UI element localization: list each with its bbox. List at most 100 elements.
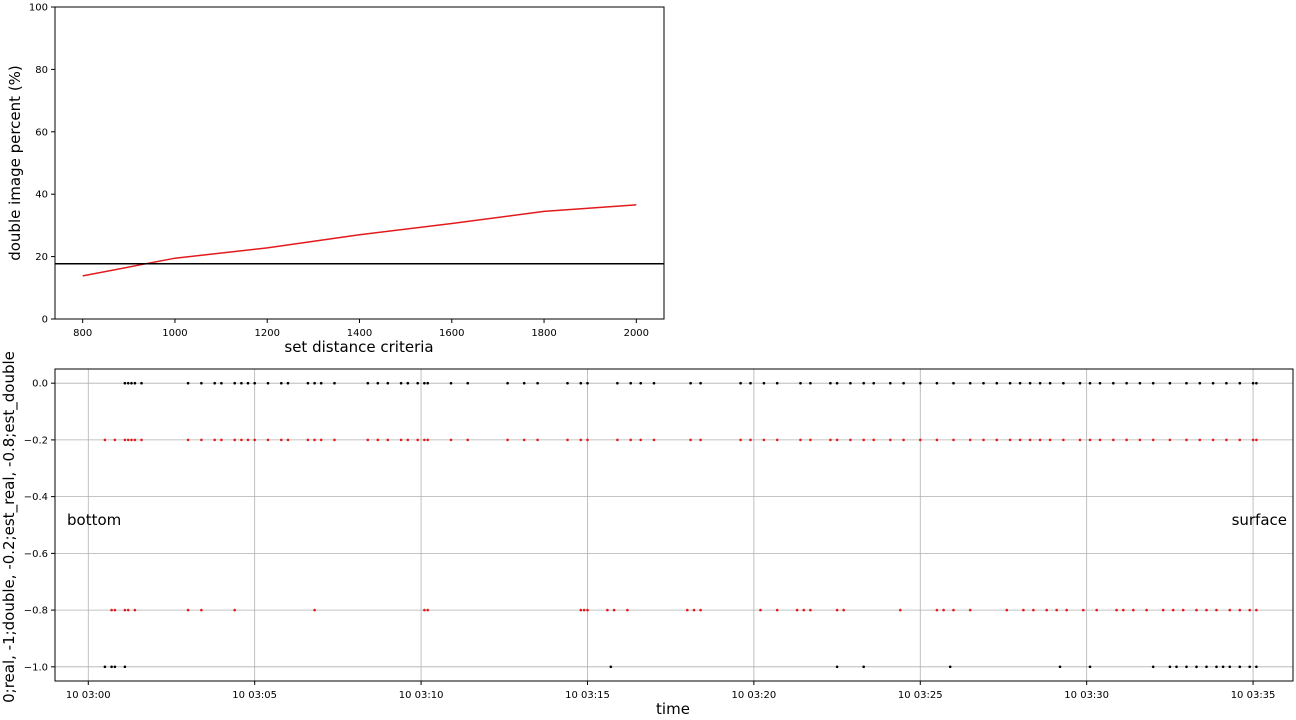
bottom-scatter-point [579,381,583,385]
bottom-scatter-point [306,381,310,385]
bottom-scatter-point [935,608,939,612]
bottom-scatter-point [1062,381,1065,385]
bottom-scatter-point [1251,381,1255,385]
bottom-scatter-point [306,438,310,442]
bottom-x-tick-label: 10 03:20 [732,690,777,701]
bottom-scatter-point [213,438,216,442]
bottom-scatter-point [1215,665,1218,669]
bottom-scatter-point [652,381,656,385]
bottom-scatter-point [835,665,839,669]
bottom-scatter-point [423,608,426,612]
bottom-scatter-point [286,381,290,385]
bottom-scatter-point [739,381,742,385]
bottom-y-tick-label: −0.8 [24,606,48,617]
bottom-scatter-point [130,438,133,442]
bottom-y-tick-label: −0.6 [24,549,48,560]
bottom-scatter-point [1098,438,1102,442]
bottom-scatter-point [586,608,589,612]
bottom-scatter-point [1238,438,1242,442]
bottom-scatter-point [1198,381,1202,385]
bottom-x-ticks: 10 03:00 10 03:05 10 03:10 10 03:15 10 03:20… [66,681,1275,701]
bottom-scatter-point [942,608,945,612]
bottom-scatter-point [775,608,779,612]
bottom-scatter-point [366,438,370,442]
bottom-scatter-point [952,608,955,612]
bottom-scatter-point [1195,608,1198,612]
bottom-scatter-point [749,438,752,442]
bottom-scatter-point [536,381,539,385]
bottom-scatter-point [775,381,779,385]
bottom-scatter-point [639,381,642,385]
bottom-scatter-point [123,665,127,669]
bottom-scatter-point [762,381,766,385]
bottom-scatter-point [775,438,779,442]
bottom-scatter-point [1228,608,1232,612]
bottom-scatter-point [1251,438,1255,442]
bottom-scatter-point [1171,608,1175,612]
bottom-scatter-point [186,438,190,442]
bottom-scatter-point [1205,608,1208,612]
bottom-scatter-point [186,381,190,385]
top-x-tick-label: 800 [73,328,92,339]
bottom-scatter-point [110,665,113,669]
bottom-scatter-point [629,381,632,385]
bottom-scatter-point [862,665,865,669]
top-x-tick-label: 1600 [439,328,464,339]
bottom-scatter-point [809,608,812,612]
bottom-scatter-point [606,608,609,612]
bottom-scatter-point [1078,438,1082,442]
bottom-scatter-point [1185,381,1188,385]
bottom-scatter-point [1048,438,1052,442]
bottom-marks [103,381,1258,669]
bottom-scatter-point [586,438,589,442]
bottom-scatter-point [253,381,256,385]
bottom-plot-frame [54,368,1294,682]
bottom-scatter-point [1005,608,1009,612]
bottom-scatter-point [1168,438,1172,442]
bottom-scatter-point [1048,381,1052,385]
bottom-scatter-point [952,381,955,385]
bottom-scatter-point [982,381,985,385]
bottom-scatter-point [566,381,569,385]
bottom-scatter-point [968,608,972,612]
bottom-scatter-point [699,381,702,385]
bottom-scatter-point [586,381,589,385]
top-x-tick-label: 1200 [255,328,280,339]
bottom-scatter-point [1221,665,1225,669]
bottom-scatter-point [1185,665,1188,669]
bottom-scatter-point [1095,608,1098,612]
bottom-scatter-point [829,438,832,442]
bottom-scatter-point [799,381,802,385]
bottom-scatter-point [1225,438,1228,442]
bottom-scatter-point [1032,608,1035,612]
top-x-tick-label: 1800 [531,328,556,339]
bottom-scatter-point [1112,381,1115,385]
bottom-scatter-point [1115,608,1118,612]
bottom-scatter-point [1065,608,1068,612]
bottom-scatter-point [200,381,203,385]
bottom-scatter-point [829,381,832,385]
bottom-scatter-point [1168,381,1172,385]
bottom-scatter-point [799,438,802,442]
bottom-scatter-point [1215,608,1218,612]
bottom-scatter-point [1008,381,1012,385]
top-y-tick-label: 40 [35,190,48,201]
bottom-scatter-point [739,438,742,442]
bottom-scatter-point [629,438,632,442]
top-series-line [82,204,637,277]
top-x-tick-label: 1400 [347,328,372,339]
bottom-scatter-point [449,438,453,442]
bottom-scatter-point [103,665,107,669]
bottom-scatter-point [699,438,702,442]
bottom-y-axis-title: 0;real, -1;double, -0.2;est_real, -0.8;e… [0,351,19,703]
bottom-scatter-point [1078,381,1082,385]
bottom-scatter-point [130,381,133,385]
bottom-scatter-point [849,381,852,385]
bottom-scatter-point [280,381,283,385]
bottom-x-tick-label: 10 03:00 [66,690,111,701]
bottom-scatter-point [1125,438,1128,442]
bottom-scatter-point [689,438,692,442]
bottom-x-tick-label: 10 03:30 [1064,690,1109,701]
bottom-scatter-point [506,438,509,442]
